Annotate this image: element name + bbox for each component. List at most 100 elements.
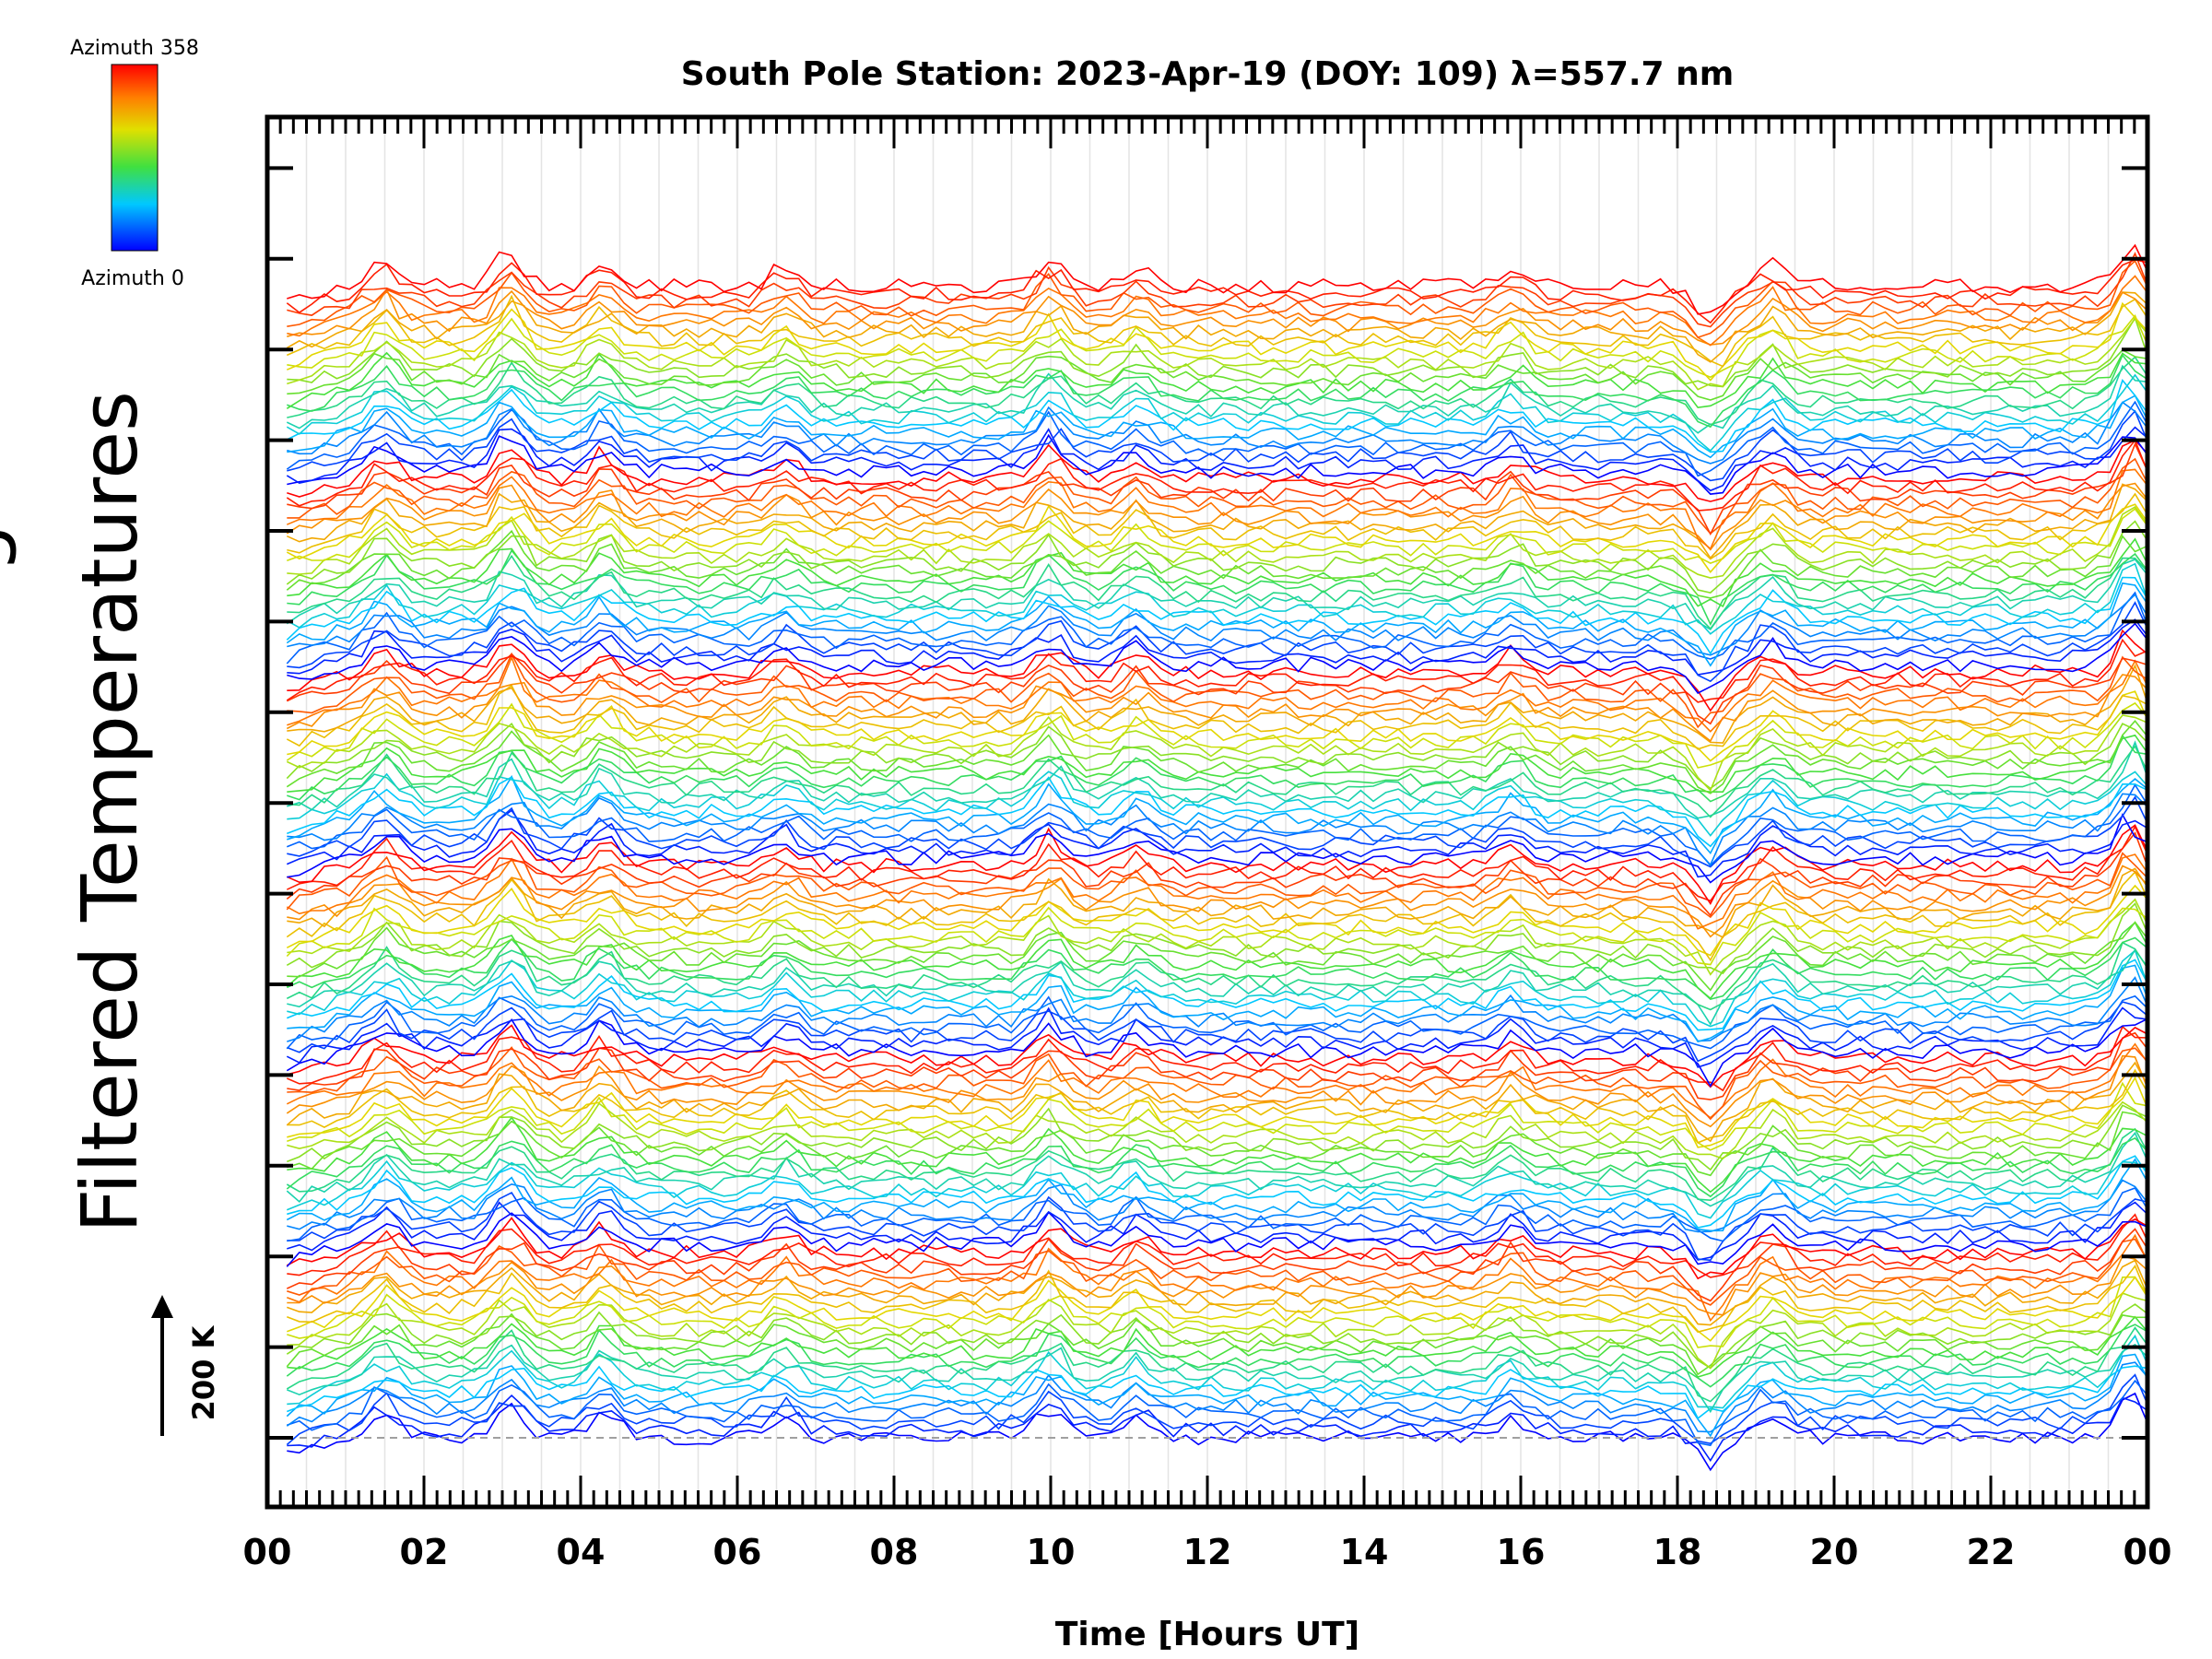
azimuth-trace xyxy=(286,809,2148,878)
azimuth-trace xyxy=(287,1291,2148,1370)
azimuth-trace xyxy=(286,884,2148,957)
azimuth-trace xyxy=(287,457,2148,535)
azimuth-trace xyxy=(287,1233,2148,1323)
azimuth-trace xyxy=(287,776,2148,848)
x-tick-label: 06 xyxy=(713,1532,762,1572)
azimuth-trace xyxy=(287,506,2148,579)
azimuth-trace xyxy=(287,652,2148,729)
azimuth-trace xyxy=(287,1315,2148,1378)
azimuth-trace xyxy=(287,1213,2148,1278)
azimuth-trace xyxy=(286,1025,2148,1092)
azimuth-trace xyxy=(287,409,2148,482)
azimuth-trace xyxy=(287,622,2148,695)
azimuth-trace xyxy=(286,378,2148,453)
azimuth-trace xyxy=(287,1259,2148,1326)
azimuth-trace xyxy=(287,964,2148,1043)
azimuth-trace xyxy=(287,288,2148,346)
x-tick-label: 16 xyxy=(1497,1532,1546,1572)
azimuth-trace xyxy=(287,865,2148,938)
azimuth-trace xyxy=(286,852,2148,919)
azimuth-trace xyxy=(287,795,2148,868)
azimuth-trace xyxy=(287,1076,2148,1148)
azimuth-trace xyxy=(287,317,2148,391)
azimuth-trace xyxy=(287,948,2148,1026)
azimuth-trace xyxy=(287,401,2148,465)
azimuth-trace xyxy=(286,831,2148,917)
azimuth-trace xyxy=(286,1131,2148,1207)
x-tick-label: 02 xyxy=(400,1532,449,1572)
x-tick-label: 10 xyxy=(1027,1532,1076,1572)
x-tick-label: 20 xyxy=(1810,1532,1859,1572)
azimuth-trace xyxy=(287,259,2148,339)
azimuth-trace xyxy=(286,941,2148,1011)
azimuth-trace xyxy=(286,1217,2148,1280)
azimuth-trace xyxy=(286,722,2148,790)
azimuth-trace xyxy=(286,301,2148,382)
azimuth-trace xyxy=(287,1155,2148,1229)
azimuth-trace xyxy=(287,1254,2148,1316)
azimuth-trace xyxy=(286,714,2148,793)
azimuth-trace xyxy=(287,734,2148,803)
x-tick-label: 12 xyxy=(1183,1532,1232,1572)
azimuth-trace xyxy=(286,1018,2148,1088)
azimuth-trace xyxy=(287,740,2148,819)
azimuth-trace xyxy=(287,353,2148,429)
azimuth-trace xyxy=(287,1343,2148,1414)
azimuth-trace xyxy=(287,537,2148,608)
scale-arrow-head xyxy=(151,1295,173,1318)
azimuth-trace xyxy=(286,638,2148,703)
azimuth-trace xyxy=(287,314,2148,379)
azimuth-trace xyxy=(287,275,2148,347)
azimuth-trace xyxy=(287,949,2148,1028)
azimuth-trace xyxy=(287,1264,2148,1334)
azimuth-trace xyxy=(287,1201,2148,1261)
azimuth-trace xyxy=(287,745,2148,818)
azimuth-trace xyxy=(286,1158,2148,1232)
y-axis-label-fragment: g xyxy=(0,524,18,572)
azimuth-trace xyxy=(286,870,2148,962)
colorbar xyxy=(111,64,159,252)
scale-bar: 200 K xyxy=(151,1295,221,1436)
azimuth-trace xyxy=(287,1179,2148,1233)
azimuth-trace xyxy=(286,482,2148,551)
azimuth-trace xyxy=(286,1312,2148,1376)
azimuth-trace xyxy=(287,771,2148,837)
azimuth-trace xyxy=(287,1001,2148,1063)
azimuth-trace xyxy=(286,906,2148,966)
x-tick-label: 22 xyxy=(1967,1532,2016,1572)
azimuth-trace xyxy=(287,441,2148,536)
azimuth-trace xyxy=(287,1276,2148,1342)
x-tick-label: 04 xyxy=(557,1532,606,1572)
azimuth-trace xyxy=(286,674,2148,743)
azimuth-trace xyxy=(287,898,2148,976)
azimuth-trace xyxy=(286,1042,2148,1119)
azimuth-trace xyxy=(287,655,2148,733)
azimuth-trace xyxy=(287,629,2148,712)
y-axis-label: Filtered Temperatures xyxy=(65,391,155,1233)
azimuth-trace xyxy=(287,439,2148,502)
azimuth-trace xyxy=(287,348,2148,401)
azimuth-trace xyxy=(286,653,2148,725)
azimuth-trace xyxy=(287,1081,2148,1151)
azimuth-trace xyxy=(286,1373,2148,1446)
azimuth-trace xyxy=(286,483,2148,559)
azimuth-trace xyxy=(287,793,2148,866)
x-axis-label: Time [Hours UT] xyxy=(1055,1616,1359,1653)
azimuth-trace xyxy=(287,976,2148,1042)
colorbar-top-label: Azimuth 358 xyxy=(70,37,199,60)
axis-ticks xyxy=(265,117,2149,1507)
trace-group xyxy=(286,243,2148,1472)
azimuth-trace xyxy=(286,426,2148,492)
x-tick-label: 14 xyxy=(1340,1532,1389,1572)
azimuth-trace xyxy=(287,507,2148,564)
azimuth-trace xyxy=(287,492,2148,560)
azimuth-trace xyxy=(287,1276,2148,1348)
azimuth-trace xyxy=(286,1303,2148,1370)
azimuth-trace xyxy=(287,601,2148,683)
azimuth-trace xyxy=(286,1324,2148,1388)
azimuth-trace xyxy=(286,1211,2148,1267)
azimuth-trace xyxy=(287,1392,2148,1472)
azimuth-trace xyxy=(287,1031,2148,1100)
azimuth-trace xyxy=(287,1104,2148,1171)
scale-bar-label: 200 K xyxy=(186,1324,221,1420)
